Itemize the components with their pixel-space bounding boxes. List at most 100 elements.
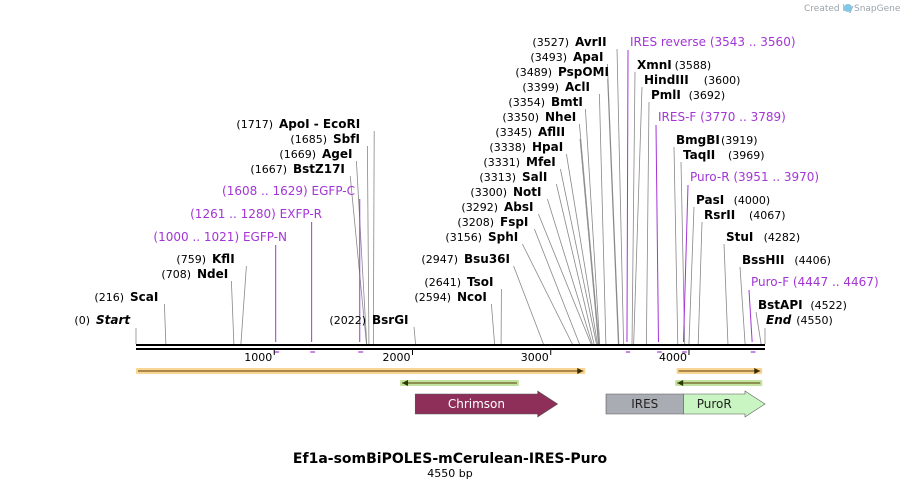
site-position-rsrii: (4067) [749, 209, 786, 222]
site-name-scai: ScaI [130, 290, 158, 304]
primer-label-egfp-n: (1000 .. 1021) EGFP-N [153, 230, 287, 244]
site-name-bstz17i: BstZ17I [293, 162, 345, 176]
site-name-xmni: XmnI [637, 58, 672, 72]
site-name-mfei: MfeI [526, 155, 556, 169]
site-position-end: (4550) [796, 314, 833, 327]
site-line-pasi [688, 206, 695, 345]
site-position-tsoi: (2641) [424, 276, 461, 289]
site-name-kfli: KflI [212, 252, 235, 266]
site-position-sbfi: (1685) [290, 133, 327, 146]
site-line-sali [556, 183, 595, 345]
site-position-noti: (3300) [470, 186, 507, 199]
site-line-sphi [522, 243, 573, 345]
site-line-scai [164, 303, 167, 345]
site-line-bsrgi [413, 326, 416, 345]
site-line-bmgbi [673, 146, 679, 345]
site-name-hpai: HpaI [532, 140, 563, 154]
site-line-rsrii [697, 221, 703, 345]
site-position-pasi: (4000) [734, 194, 771, 207]
feature-puror-label: PuroR [697, 397, 732, 411]
site-position-pmli: (3692) [689, 89, 726, 102]
site-name-bstapi: BstAPI [758, 298, 803, 312]
scale-tick-label-4000: 4000 [659, 351, 687, 364]
site-name-nhei: NheI [545, 110, 576, 124]
site-position-avrii: (3527) [532, 36, 569, 49]
site-name-apoi-ecori: ApoI - EcoRI [279, 117, 360, 131]
site-line-sbfi [367, 145, 370, 345]
scale-tick-label-3000: 3000 [521, 351, 549, 364]
site-position-scai: (216) [94, 291, 124, 304]
primer-name-ires-f: IRES-F [658, 110, 700, 124]
primer-name-puro-f: Puro-F [751, 275, 793, 289]
site-position-apai: (3493) [530, 51, 567, 64]
primer-range-ires-reverse: (3543 .. 3560) [710, 35, 796, 49]
feature-chrimson: Chrimson [414, 390, 559, 418]
site-position-sali: (3313) [479, 171, 516, 184]
site-position-kfli: (759) [176, 253, 206, 266]
site-name-apai: ApaI [573, 50, 603, 64]
backbone [136, 344, 765, 350]
primer-range-puro-f: (4447 .. 4467) [793, 275, 879, 289]
site-line-agei [356, 160, 368, 345]
site-name-aflii: AflII [538, 125, 565, 139]
site-position-hindiii: (3600) [704, 74, 741, 87]
site-line-bstapi [755, 311, 762, 345]
site-line-nhei [579, 123, 600, 345]
site-labels: (0) Start (216) ScaI(708) NdeI(759) KflI (1667… [74, 35, 878, 327]
site-position-agei: (1669) [279, 148, 316, 161]
scale-tick-label-1000: 1000 [244, 351, 272, 364]
site-line-bmti [585, 108, 601, 345]
site-name-hindiii: HindIII [644, 73, 689, 87]
site-line-hindiii [633, 86, 643, 345]
site-line-acli [599, 93, 607, 345]
primer-name-egfp-c: EGFP-C [312, 184, 355, 198]
site-name-stui: StuI [726, 230, 753, 244]
site-position-acli: (3399) [522, 81, 559, 94]
site-position-apoi-ecori: (1717) [236, 118, 273, 131]
site-position-aflii: (3345) [495, 126, 532, 139]
primer-line-puro-f [748, 289, 753, 343]
site-name-pmli: PmlI [651, 88, 681, 102]
site-line-absi [538, 213, 592, 345]
site-lines [135, 48, 766, 345]
primer-range-egfp-c: (1608 .. 1629) [222, 184, 312, 198]
site-name-ncoi: NcoI [457, 290, 487, 304]
primer-line-ires-reverse [626, 49, 629, 343]
primer-label-puro-r: Puro-R (3951 .. 3970) [690, 170, 819, 184]
primer-range-puro-r: (3951 .. 3970) [733, 170, 819, 184]
map-length: 4550 bp [427, 467, 472, 480]
site-line-fspi [534, 228, 580, 345]
site-name-bsu36i: Bsu36I [464, 252, 510, 266]
site-name-tsoi: TsoI [467, 275, 493, 289]
site-name-agei: AgeI [322, 147, 352, 161]
site-name-bsrgi: BsrGI [372, 313, 409, 327]
site-position-bsrgi: (2022) [329, 314, 366, 327]
feature-ires-label: IRES [631, 397, 658, 411]
site-line-pspomi [607, 78, 619, 345]
site-line-kfli [240, 265, 247, 345]
site-line-hpai [566, 153, 598, 345]
scale-tick-label-2000: 2000 [382, 351, 410, 364]
site-position-bsu36i: (2947) [421, 253, 458, 266]
site-name-noti: NotI [513, 185, 542, 199]
site-name-avrii: AvrII [575, 35, 607, 49]
site-line-bsu36i [513, 265, 544, 345]
feature-chrimson-label: Chrimson [448, 397, 505, 411]
primer-range-exfp-r: (1261 .. 1280) [190, 207, 280, 221]
site-line-mfei [560, 168, 597, 345]
primer-name-egfp-n: EGFP-N [243, 230, 287, 244]
site-name-sali: SalI [522, 170, 547, 184]
site-line-bstz17i [349, 175, 367, 345]
primer-label-egfp-c: (1608 .. 1629) EGFP-C [222, 184, 355, 198]
site-name-end: End [766, 313, 792, 327]
site-name-absi: AbsI [504, 200, 533, 214]
primer-label-exfp-r: (1261 .. 1280) EXFP-R [190, 207, 322, 221]
feature-orange-line-2 [676, 368, 763, 374]
primer-label-ires-f: IRES-F (3770 .. 3789) [658, 110, 786, 124]
site-name-ndei: NdeI [197, 267, 228, 281]
site-position-sphi: (3156) [445, 231, 482, 244]
site-line-apai [607, 63, 620, 345]
site-line-aflii [579, 138, 599, 345]
site-position-bstz17i: (1667) [250, 163, 287, 176]
site-position-bmti: (3354) [508, 96, 545, 109]
